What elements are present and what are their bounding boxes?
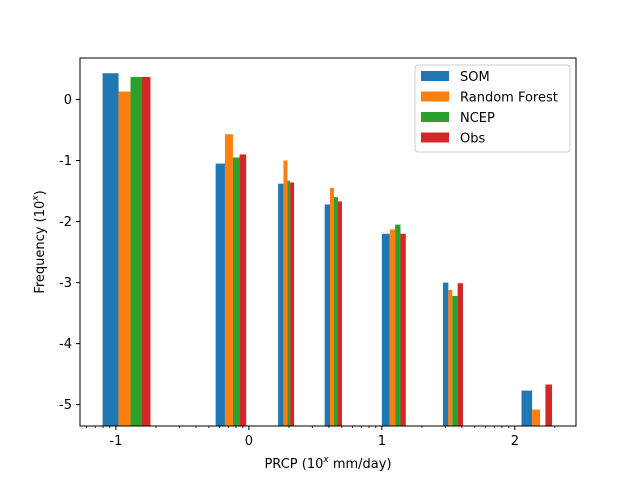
bar-obs-4	[400, 233, 406, 426]
legend-swatch-ncep	[421, 112, 449, 122]
ticks-layer: -1 0 1 2 0 -1 -2 -3 -4 -5	[59, 93, 556, 449]
y-axis-label: Frequency (10x)	[31, 190, 48, 293]
legend-label-obs: Obs	[460, 132, 485, 147]
bar-som-5	[443, 282, 449, 426]
bar-obs-5	[457, 283, 463, 426]
bar-som-4	[381, 233, 390, 426]
y-tick-label: -4	[59, 337, 72, 352]
legend-swatch-som	[421, 71, 449, 81]
bar-ncep-2	[287, 180, 291, 426]
x-tick-label: -1	[109, 434, 122, 449]
x-tick-label: 0	[245, 434, 253, 449]
legend-label-som: SOM	[460, 70, 490, 85]
bar-random-forest-6	[532, 409, 541, 426]
bar-som-0	[102, 73, 119, 426]
bar-ncep-1	[232, 157, 240, 426]
bar-obs-6	[545, 384, 553, 426]
bar-random-forest-2	[283, 160, 288, 427]
bar-ncep-5	[452, 296, 458, 426]
legend-swatch-random-forest	[421, 91, 449, 102]
legend-label-ncep: NCEP	[460, 111, 495, 126]
legend: SOM Random Forest NCEP Obs	[414, 64, 571, 153]
bar-obs-1	[239, 154, 247, 426]
legend-swatch-obs	[421, 132, 449, 143]
bar-random-forest-5	[448, 289, 453, 426]
bar-ncep-0	[130, 76, 142, 427]
y-tick-label: 0	[64, 93, 72, 108]
bar-random-forest-1	[224, 134, 233, 426]
bar-ncep-3	[333, 197, 338, 426]
x-tick-label: 1	[378, 434, 386, 449]
bar-som-1	[215, 163, 225, 426]
legend-frame	[414, 64, 571, 153]
bar-obs-2	[290, 182, 295, 426]
bar-som-6	[521, 390, 533, 426]
bars-layer	[102, 73, 553, 427]
y-tick-label: -5	[59, 398, 72, 413]
bar-ncep-4	[395, 224, 401, 426]
x-tick-label: 2	[511, 434, 519, 449]
x-axis-label: PRCP (10x mm/day)	[264, 455, 391, 472]
bar-random-forest-0	[118, 91, 131, 427]
legend-label-random-forest: Random Forest	[460, 91, 558, 106]
y-tick-label: -2	[59, 215, 72, 230]
bar-som-3	[324, 204, 330, 426]
bar-obs-0	[141, 76, 151, 427]
plot-frame	[79, 57, 577, 427]
bar-som-2	[278, 183, 284, 426]
bar-random-forest-3	[329, 187, 334, 426]
bar-random-forest-4	[389, 229, 396, 426]
y-tick-label: -3	[59, 276, 72, 291]
bar-obs-3	[337, 201, 342, 426]
y-tick-label: -1	[59, 154, 72, 169]
